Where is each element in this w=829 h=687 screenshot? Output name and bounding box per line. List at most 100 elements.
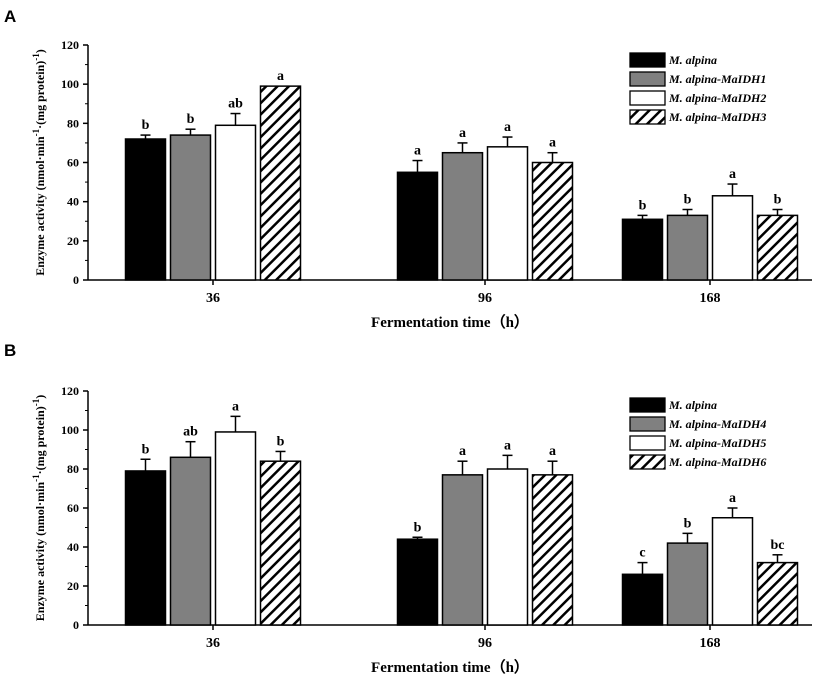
bar <box>441 151 484 281</box>
significance-letter: a <box>414 144 421 159</box>
x-tick-label: 168 <box>700 636 721 651</box>
legend-label: M. alpina <box>668 53 717 67</box>
y-tick-label: 100 <box>61 423 79 437</box>
significance-letter: b <box>414 520 422 535</box>
bar <box>666 214 709 281</box>
significance-letter: a <box>504 120 511 135</box>
y-label-part: ·(mg protein) <box>33 61 47 129</box>
bar <box>124 138 167 281</box>
significance-letter: b <box>277 434 285 449</box>
bar <box>169 456 212 626</box>
y-label-superscript: -1 <box>31 398 41 406</box>
significance-letter: a <box>459 444 466 459</box>
bar <box>214 431 257 626</box>
y-tick-label: 120 <box>61 38 79 52</box>
legend-swatch <box>629 52 666 68</box>
y-tick-label: 120 <box>61 384 79 398</box>
y-tick-label: 80 <box>67 116 79 130</box>
significance-letter: a <box>729 491 736 506</box>
legend-swatch <box>629 435 666 451</box>
y-label-superscript: -1 <box>31 474 41 482</box>
significance-letter: a <box>729 167 736 182</box>
bar <box>531 474 574 626</box>
bar <box>259 460 302 626</box>
bar <box>124 470 167 626</box>
significance-letter: a <box>549 444 556 459</box>
y-tick-label: 40 <box>67 195 79 209</box>
y-label-part: ·(mg protein) <box>33 406 47 474</box>
bar <box>486 146 529 281</box>
y-tick-label: 20 <box>67 579 79 593</box>
significance-letter: b <box>684 193 692 208</box>
y-tick-label: 60 <box>67 501 79 515</box>
legend: M. alpina M. alpina-MaIDH1 M. alpina-MaIDH… <box>629 52 766 125</box>
bar <box>531 161 574 281</box>
legend-label: M. alpina-MaIDH1 <box>668 72 766 86</box>
bar <box>441 474 484 626</box>
y-tick-label: 100 <box>61 77 79 91</box>
bar <box>756 214 799 281</box>
legend-swatch <box>629 397 666 413</box>
y-axis-label: Enzyme activity (nmol·min-1·(mg protein)… <box>31 395 47 621</box>
panel-a: A 0 20 40 60 80 100 120 Enzyme activity (nmol·mi… <box>4 7 812 331</box>
legend-label: M. alpina-MaIDH2 <box>668 91 766 105</box>
legend-label: M. alpina-MaIDH3 <box>668 110 766 124</box>
significance-letter: ab <box>183 425 198 440</box>
y-axis-label: Enzyme activity (nmol·min-1·(mg protein)… <box>31 49 47 275</box>
significance-letter: a <box>504 438 511 453</box>
significance-letter: bc <box>771 538 785 553</box>
legend: M. alpina M. alpina-MaIDH4 M. alpina-MaIDH… <box>629 397 766 470</box>
significance-letter: b <box>639 198 647 213</box>
bar <box>259 85 302 281</box>
y-tick-label: 0 <box>73 618 79 632</box>
x-tick-label: 168 <box>700 291 721 306</box>
y-tick-label: 0 <box>73 273 79 287</box>
y-tick-label: 80 <box>67 462 79 476</box>
x-tick-label: 36 <box>206 291 220 306</box>
bar <box>396 171 439 281</box>
significance-letter: c <box>639 546 645 561</box>
panel-letter: B <box>4 341 16 360</box>
legend-swatch <box>629 90 666 106</box>
bar <box>486 468 529 626</box>
bar <box>169 134 212 281</box>
y-tick-label: 40 <box>67 540 79 554</box>
x-tick-label: 36 <box>206 636 220 651</box>
significance-letter: b <box>684 516 692 531</box>
y-label-part: ) <box>33 49 47 53</box>
bar <box>711 195 754 281</box>
significance-letter: b <box>142 442 150 457</box>
legend-label: M. alpina-MaIDH4 <box>668 417 766 431</box>
bar <box>621 218 664 281</box>
bar <box>396 538 439 626</box>
significance-letter: a <box>277 69 284 84</box>
significance-letter: b <box>142 118 150 133</box>
x-axis-label: Fermentation time（h） <box>371 313 529 331</box>
significance-letter: b <box>187 112 195 127</box>
x-tick-label: 96 <box>478 291 492 306</box>
y-label-superscript: -1 <box>31 128 41 136</box>
bar <box>756 561 799 626</box>
panel-b: B 0 20 40 60 80 100 120 Enzyme activity (nmol·mi… <box>4 341 812 676</box>
significance-letter: a <box>459 126 466 141</box>
panel-letter: A <box>4 7 16 26</box>
significance-letter: a <box>549 136 556 151</box>
significance-letter: a <box>232 399 239 414</box>
x-axis-label: Fermentation time（h） <box>371 658 529 676</box>
legend-swatch <box>629 71 666 87</box>
y-label-part: ) <box>33 395 47 399</box>
significance-letter: ab <box>228 97 243 112</box>
y-tick-label: 60 <box>67 156 79 170</box>
legend-swatch <box>629 416 666 432</box>
x-tick-label: 96 <box>478 636 492 651</box>
y-tick-label: 20 <box>67 234 79 248</box>
legend-label: M. alpina-MaIDH6 <box>668 455 766 469</box>
bar <box>666 542 709 626</box>
significance-letter: b <box>774 193 782 208</box>
bar <box>214 124 257 281</box>
y-label-superscript: -1 <box>31 53 41 61</box>
y-label-part: Enzyme activity (nmol·min <box>33 136 47 276</box>
legend-label: M. alpina <box>668 398 717 412</box>
